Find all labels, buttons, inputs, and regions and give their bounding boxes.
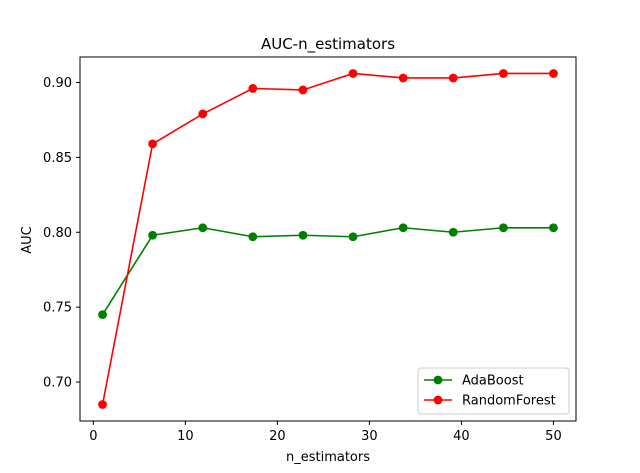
x-tick-label: 10 — [177, 429, 194, 444]
legend-swatch-marker — [433, 375, 443, 385]
y-tick-label: 0.85 — [43, 151, 72, 166]
data-point-adaboost — [498, 223, 508, 233]
legend-box — [417, 367, 570, 415]
x-axis: 0 10 20 30 40 50 — [89, 421, 562, 444]
x-tick-label: 40 — [453, 429, 470, 444]
chart-title: AUC-n_estimators — [261, 35, 395, 54]
series-line-randomforest — [101, 72, 554, 405]
series-line-adaboost — [101, 226, 554, 316]
data-point-adaboost — [448, 227, 458, 237]
x-tick-label: 0 — [89, 429, 97, 444]
data-point-randomforest — [498, 69, 508, 78]
data-point-adaboost — [198, 223, 208, 233]
data-point-randomforest — [248, 84, 258, 93]
x-axis-label: n_estimators — [286, 450, 370, 465]
x-tick-label: 20 — [269, 429, 286, 444]
data-point-adaboost — [398, 223, 408, 233]
legend-label: AdaBoost — [462, 374, 524, 389]
data-point-adaboost — [98, 310, 107, 320]
data-point-adaboost — [148, 230, 158, 240]
axes-frame — [79, 56, 577, 422]
y-axis-label: AUC — [20, 226, 35, 254]
data-point-randomforest — [298, 85, 308, 95]
y-tick-label: 0.80 — [43, 226, 72, 241]
legend-swatch-marker — [433, 395, 443, 405]
y-tick-label: 0.90 — [43, 76, 72, 91]
data-point-adaboost — [348, 232, 358, 242]
data-point-randomforest — [198, 109, 208, 119]
data-point-randomforest — [148, 139, 158, 149]
data-point-adaboost — [549, 223, 558, 233]
plot-area — [98, 69, 558, 409]
legend-label: RandomForest — [462, 394, 556, 409]
legend: AdaBoost RandomForest — [417, 367, 570, 415]
y-tick-label: 0.70 — [43, 376, 72, 391]
x-tick-label: 30 — [361, 429, 378, 444]
x-tick-label: 50 — [545, 429, 562, 444]
y-tick-label: 0.75 — [43, 301, 72, 316]
data-point-randomforest — [448, 73, 458, 83]
data-point-randomforest — [398, 73, 408, 83]
y-axis: 0.70 0.75 0.80 0.85 0.90 — [43, 76, 80, 391]
data-point-randomforest — [549, 69, 558, 78]
data-point-randomforest — [98, 400, 107, 409]
data-point-adaboost — [298, 230, 308, 240]
data-point-adaboost — [248, 232, 258, 242]
data-point-randomforest — [348, 69, 358, 78]
